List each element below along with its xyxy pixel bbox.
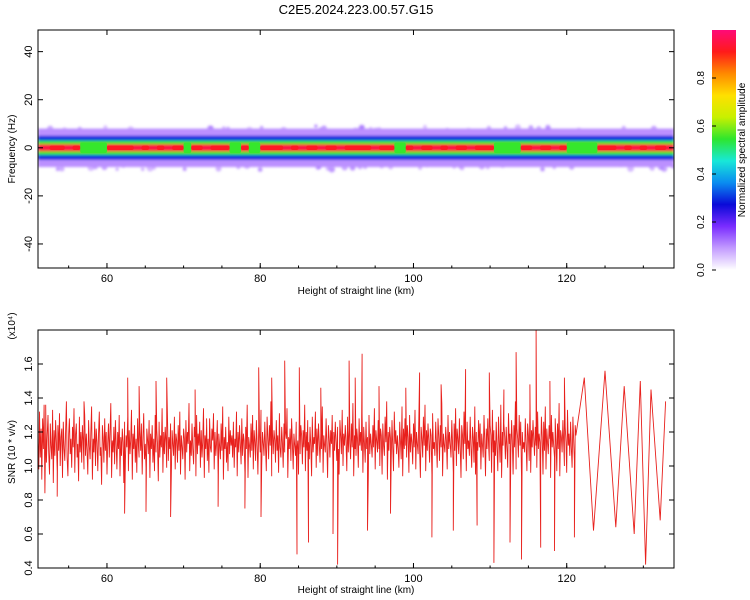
spectrogram-green-segment [183,142,192,154]
spectrogram-green-segment [493,142,521,154]
spectrogram-y-tick-label: 20 [23,94,35,106]
colorbar-ticks: 0.0 0.2 0.4 0.6 0.8 [696,71,716,277]
snr-panel: 60 80 100 120 0.4 0.6 0.8 1.0 1.2 1.4 1.6 Height … [7,312,675,596]
snr-scale-label: (x10⁴) [7,312,18,339]
colorbar-tick-label: 0.8 [696,71,707,85]
colorbar: 0.0 0.2 0.4 0.6 0.8 Normalized spectral ampl… [696,30,748,277]
spectrogram-speckle [314,124,318,128]
colorbar-tick-label: 0.2 [696,215,707,229]
snr-frame [37,329,675,569]
spectrogram-x-tick-label: 100 [404,273,422,285]
spectrogram-peak-segment [141,145,150,150]
spectrogram-band [38,124,674,173]
snr-series-line [38,330,667,565]
spectrogram-x-tick-label: 120 [558,273,576,285]
spectrogram-peak-segment [49,145,65,150]
spectrogram-peak-segment [440,145,448,150]
spectrogram-peak-segment [191,145,203,150]
snr-y-tick-label: 0.8 [23,492,35,507]
snr-y-ticks: 0.4 0.6 0.8 1.0 1.2 1.4 1.6 [23,356,674,576]
spectrogram-peak-segment [520,145,533,150]
snr-y-tick-label: 1.2 [23,424,35,439]
spectrogram-speckle [55,166,60,172]
spectrogram-green-segment [229,142,242,154]
spectrogram-peak-segment [539,145,552,150]
spectrogram-speckle [103,125,108,130]
colorbar-tick-label: 0.6 [696,119,707,133]
colorbar-label: Normalized spectral amplitude [737,82,748,217]
snr-y-tick-label: 1.0 [23,458,35,473]
spectrogram-peak-segment [172,145,184,150]
snr-x-tick-label: 120 [558,573,576,585]
snr-y-tick-label: 0.4 [23,560,35,575]
snr-x-axis-label: Height of straight line (km) [298,585,415,596]
spectrogram-peak-segment [106,145,134,150]
snr-x-tick-label: 100 [404,573,422,585]
spectrogram-green-segment [80,142,107,154]
spectrogram-peak-segment [290,145,299,150]
spectrogram-x-tick-label: 80 [254,273,266,285]
spectrogram-peak-segment [344,145,372,150]
spectrogram-peak-segment [654,145,667,150]
spectrogram-y-tick-label: -40 [23,236,35,252]
spectrogram-x-axis-label: Height of straight line (km) [298,286,415,297]
spectrogram-peak-segment [624,145,632,150]
spectrogram-peak-segment [241,145,249,150]
spectrogram-speckle [59,166,65,172]
spectrogram-y-ticks: 40 20 0 -20 -40 [23,46,674,252]
spectrogram-speckle [215,165,222,172]
spectrogram-peak-segment [72,145,81,150]
spectrogram-y-tick-label: 0 [23,145,35,151]
colorbar-tick-label: 0.4 [696,167,707,181]
spectrogram-speckle [423,124,427,129]
colorbar-tick-label: 0.0 [696,263,707,277]
spectrogram-green-segment [566,142,598,154]
spectrogram-peak-segment [559,145,567,150]
spectrogram-speckle [259,125,264,130]
snr-y-axis-label: SNR (10 * v/v) [7,420,18,484]
spectrogram-speckle [257,167,263,172]
spectrogram-speckle [115,167,119,171]
spectrogram-frame [37,29,675,269]
spectrogram-peak-segment [210,145,230,150]
spectrogram-peak-segment [474,145,494,150]
snr-y-tick-label: 0.6 [23,526,35,541]
spectrogram-peak-segment [306,145,318,150]
spectrogram-speckle [328,165,336,173]
spectrogram-speckle [140,167,145,171]
spectrogram-peak-segment [421,145,433,150]
chart-title: C2E5.2024.223.00.57.G15 [279,2,434,17]
spectrogram-peak-segment [455,145,468,150]
spectrogram-peak-segment [325,145,337,150]
spectrogram-speckle [418,166,422,170]
spectrogram-peak-segment [597,145,617,150]
snr-x-ticks: 60 80 100 120 [68,330,644,585]
snr-x-tick-label: 80 [254,573,266,585]
spectrogram-peak-segment [378,145,395,150]
spectrogram-green-segment [248,142,261,154]
spectrogram-speckle [661,165,668,172]
spectrogram-green-segment [394,142,406,154]
snr-x-tick-label: 60 [101,573,113,585]
spectrogram-y-tick-label: 40 [23,46,35,58]
snr-y-tick-label: 1.6 [23,356,35,371]
spectrogram-speckle [325,166,331,171]
spectrogram-panel: 60 80 100 120 40 20 0 -20 -40 Height of straigh… [7,29,675,297]
spectrogram-y-tick-label: -20 [23,188,35,204]
spectrogram-speckle [182,166,187,172]
spectrogram-y-axis-label: Frequency (Hz) [7,115,18,184]
spectrogram-speckle [545,124,551,130]
spectrogram-peak-segment [639,145,648,150]
spectrogram-speckle [540,166,545,172]
snr-y-tick-label: 1.4 [23,390,35,405]
spectrogram-peak-segment [260,145,284,150]
spectrogram-x-ticks: 60 80 100 120 [68,30,644,285]
spectrogram-peak-segment [156,145,165,150]
spectrogram-x-tick-label: 60 [101,273,113,285]
colorbar-gradient-bar [712,30,736,270]
spectrogram-peak-segment [405,145,414,150]
